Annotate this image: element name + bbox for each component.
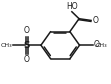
Text: O: O — [24, 55, 30, 64]
Text: O: O — [94, 40, 99, 49]
Text: S: S — [24, 41, 30, 50]
Text: O: O — [24, 26, 30, 35]
Text: O: O — [92, 16, 98, 25]
Text: CH₃: CH₃ — [0, 43, 12, 48]
Text: HO: HO — [66, 2, 78, 11]
Text: CH₃: CH₃ — [96, 43, 107, 48]
